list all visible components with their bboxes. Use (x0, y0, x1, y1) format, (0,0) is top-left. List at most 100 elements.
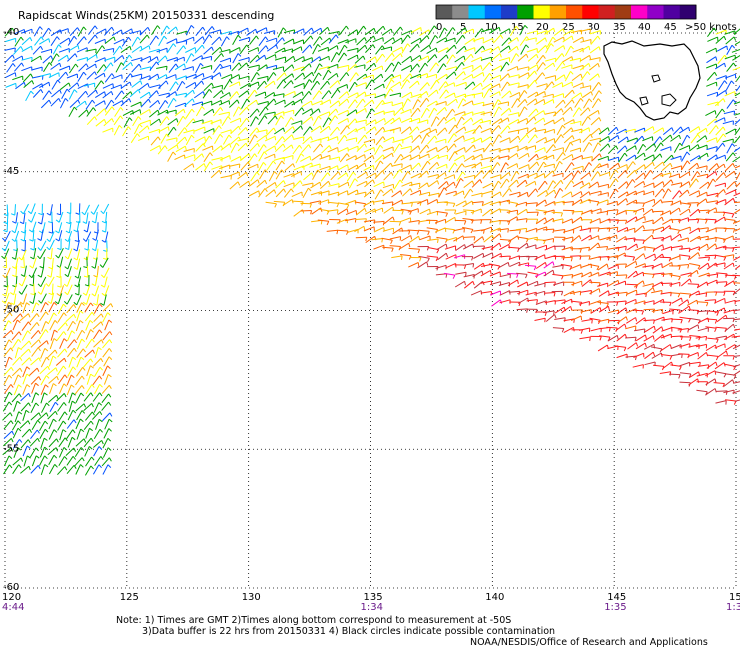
wind-barb-flag (724, 298, 726, 303)
wind-barb (581, 91, 592, 99)
wind-barb (327, 147, 338, 153)
wind-barb (327, 165, 338, 171)
wind-barb-flag (705, 292, 708, 297)
wind-barb-flag (642, 202, 645, 208)
wind-barb-flag (121, 90, 125, 95)
wind-barb (642, 283, 654, 287)
wind-barb (544, 300, 556, 304)
wind-barb (643, 343, 655, 350)
wind-barb-flag (471, 74, 474, 79)
wind-barb-flag (147, 125, 150, 130)
wind-barb-flag (79, 320, 84, 324)
wind-barb (519, 36, 528, 46)
wind-barb-flag (283, 180, 286, 185)
wind-barb (626, 260, 637, 268)
wind-barb (554, 161, 561, 172)
note-line-2: 3)Data buffer is 22 hrs from 20150331 4)… (142, 626, 556, 637)
wind-barb-flag (552, 270, 555, 275)
wind-barb (175, 145, 186, 153)
wind-barb (101, 384, 110, 394)
tasmania-coastline (603, 40, 701, 121)
wind-barb (697, 243, 708, 251)
wind-barb-flag (444, 172, 447, 177)
wind-barb-flag (444, 107, 447, 112)
wind-barb-flag (399, 179, 403, 184)
wind-barb-flag (336, 73, 339, 78)
wind-barb-flag (615, 126, 619, 132)
wind-barb (625, 179, 633, 189)
wind-barb (508, 74, 520, 78)
wind-barb-flag (596, 266, 600, 271)
wind-barb-flag (81, 338, 86, 343)
wind-barb-flag (184, 146, 187, 151)
wind-barb-flag (82, 221, 87, 224)
wind-barb (66, 419, 75, 429)
wind-barb (101, 457, 110, 467)
wind-barb (481, 136, 492, 143)
wind-barb (384, 52, 393, 63)
wind-barb (49, 320, 56, 331)
wind-barb (347, 164, 358, 171)
wind-barb (615, 300, 627, 303)
wind-barb-flag (64, 238, 69, 243)
wind-barb (139, 66, 151, 70)
wind-barb-flag (46, 356, 50, 361)
wind-barb-flag (625, 274, 628, 279)
wind-barb (21, 330, 29, 341)
wind-barb-flag (643, 164, 646, 169)
wind-barb (364, 179, 374, 188)
wind-barb (31, 267, 37, 278)
wind-barb (697, 352, 707, 360)
wind-barb-flag (274, 54, 277, 59)
wind-barb-flag (356, 164, 359, 170)
wind-barb-flag (544, 180, 548, 185)
wind-barb (446, 54, 454, 65)
wind-barb-flag (336, 209, 339, 214)
wind-barb-flag (203, 163, 206, 168)
wind-barb (65, 313, 75, 323)
wind-barb (696, 127, 707, 135)
wind-barb (114, 90, 123, 100)
wind-barb (679, 316, 691, 320)
wind-barb-flag (391, 62, 395, 67)
wind-barb-flag (473, 236, 476, 241)
wind-barb (554, 134, 562, 144)
wind-barb (733, 146, 740, 153)
wind-barb-flag (147, 83, 150, 88)
wind-barb (520, 44, 527, 55)
wind-barb (365, 119, 376, 126)
wind-barb (544, 255, 556, 260)
wind-barb-flag (723, 239, 726, 244)
wind-barb (614, 252, 626, 259)
wind-barb-flag (659, 348, 663, 353)
wind-barb (384, 88, 391, 99)
wind-barb-flag (559, 160, 563, 165)
wind-barb (319, 111, 330, 117)
wind-barb-flag (175, 91, 178, 96)
wind-barb (689, 178, 697, 188)
wind-barb (22, 203, 29, 215)
wind-barb-flag (91, 99, 96, 104)
wind-barb (436, 37, 447, 44)
wind-barb-flag (48, 99, 52, 104)
wind-barb-flag (273, 98, 277, 103)
wind-barb (192, 119, 204, 124)
wind-barb (165, 109, 177, 114)
wind-barb (219, 49, 231, 53)
wind-barb (301, 108, 312, 115)
wind-barb-flag (58, 72, 60, 77)
wind-barb (193, 80, 203, 90)
wind-barb (293, 165, 304, 171)
wind-barb (338, 44, 345, 56)
wind-barb-flag (527, 297, 529, 303)
wind-barb (436, 163, 447, 170)
wind-barb (400, 34, 409, 45)
wind-barb-flag (436, 266, 439, 271)
wind-barb (643, 300, 655, 304)
wind-barb-flag (90, 302, 94, 307)
wind-barb-flag (229, 79, 233, 84)
wind-barb-flag (607, 290, 610, 295)
wind-barb (223, 79, 231, 90)
wind-barb-flag (164, 55, 168, 60)
wind-barb (322, 117, 329, 128)
